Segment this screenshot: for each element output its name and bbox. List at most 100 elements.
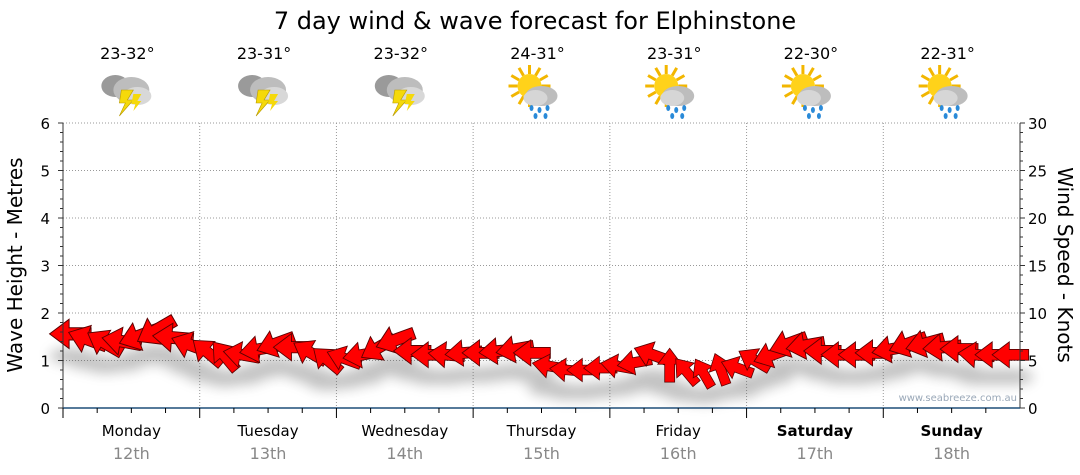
sun-ray — [654, 95, 662, 105]
rain-drop — [543, 113, 548, 119]
wind-arrow — [675, 358, 701, 388]
watermark: www.seabreeze.com.au — [899, 393, 1017, 404]
rain-drop — [682, 105, 687, 111]
y2-tick-label: 20 — [1028, 210, 1047, 228]
lightning-bolt — [119, 89, 135, 117]
sun-showers-icon — [918, 65, 968, 119]
sun-ray — [517, 95, 525, 105]
sun-ray — [534, 67, 542, 77]
rain-drop — [953, 113, 958, 119]
y-axis-label: Wave Height - Metres — [3, 157, 27, 372]
day-date-label: 14th — [386, 444, 423, 463]
rain-drop — [670, 113, 675, 119]
y2-tick-label: 30 — [1028, 115, 1047, 133]
rain-drop — [666, 105, 671, 111]
wind-arrow — [720, 355, 755, 380]
sun-showers-icon — [781, 65, 831, 119]
temperature-label: 23-31° — [237, 44, 292, 63]
sun-ray — [510, 74, 520, 82]
sun-ray — [670, 67, 679, 77]
day-date-label: 17th — [797, 444, 834, 463]
y-tick-label: 2 — [40, 305, 50, 323]
arrow-shadow — [989, 368, 1034, 385]
sun-ray — [510, 90, 520, 98]
day-name-label: Thursday — [506, 422, 577, 440]
temperature-label: 23-32° — [100, 44, 155, 63]
y2-tick-label: 0 — [1028, 400, 1038, 418]
rain-drop — [674, 107, 679, 113]
wind-arrow — [656, 347, 683, 383]
lightning-bolt — [404, 94, 415, 111]
day-date-label: 18th — [933, 444, 970, 463]
wind-arrow — [512, 338, 551, 367]
day-name-label: Tuesday — [237, 422, 299, 440]
lightning-bolt — [255, 89, 271, 117]
lightning-bolt — [268, 94, 279, 111]
sun-ray — [791, 95, 799, 105]
y2-tick-label: 25 — [1028, 163, 1047, 181]
sun-showers-icon — [508, 65, 558, 119]
day-name-label: Wednesday — [361, 422, 448, 440]
y2-tick-label: 15 — [1028, 258, 1047, 276]
sun-ray — [517, 67, 525, 77]
y-tick-label: 5 — [40, 163, 50, 181]
y-tick-label: 6 — [40, 115, 50, 133]
day-name-label: Friday — [655, 422, 701, 440]
rain-drop — [545, 105, 550, 111]
day-name-label: Monday — [102, 422, 161, 440]
y2-tick-label: 10 — [1028, 305, 1047, 323]
y-tick-label: 3 — [40, 258, 50, 276]
sun-ray — [944, 67, 952, 77]
sun-ray — [927, 67, 935, 77]
rain-drop — [533, 113, 538, 119]
day-date-label: 15th — [523, 444, 560, 463]
y2-axis-label: Wind Speed - Knots — [1053, 167, 1077, 363]
temperature-label: 22-31° — [920, 44, 975, 63]
day-date-label: 16th — [660, 444, 697, 463]
rain-drop — [810, 107, 815, 113]
rain-drop — [802, 105, 807, 111]
day-name-label: Sunday — [920, 422, 983, 440]
rain-drop — [943, 113, 948, 119]
sun-showers-icon — [645, 65, 695, 119]
y-tick-label: 4 — [40, 210, 50, 228]
day-date-label: 12th — [113, 444, 150, 463]
rain-drop — [955, 105, 960, 111]
y-tick-label: 0 — [40, 400, 50, 418]
temperature-label: 22-30° — [784, 44, 839, 63]
rain-drop — [529, 105, 534, 111]
rain-drop — [680, 113, 685, 119]
sun-ray — [783, 90, 794, 98]
sun-ray — [927, 95, 935, 105]
rain-drop — [816, 113, 821, 119]
sun-ray — [675, 74, 686, 82]
rain-drop — [806, 113, 811, 119]
day-name-label: Saturday — [777, 422, 854, 440]
sun-ray — [920, 74, 931, 82]
cloud-shape — [796, 90, 821, 106]
chart-title: 7 day wind & wave forecast for Elphinsto… — [274, 7, 796, 35]
lightning-bolt — [392, 89, 408, 117]
temperature-label: 24-31° — [510, 44, 565, 63]
wind-arrow — [991, 341, 1030, 369]
temperature-label: 23-32° — [374, 44, 429, 63]
sun-ray — [920, 90, 931, 98]
sun-ray — [812, 74, 822, 82]
day-date-label: 13th — [250, 444, 287, 463]
thunderstorm-icon — [374, 75, 425, 117]
rain-drop — [939, 105, 944, 111]
lightning-bolt — [131, 94, 142, 111]
cloud-shape — [660, 90, 685, 106]
y-tick-label: 1 — [40, 353, 50, 371]
thunderstorm-icon — [101, 75, 152, 117]
sun-ray — [949, 74, 959, 82]
sun-ray — [539, 74, 549, 82]
sun-ray — [647, 74, 657, 82]
temperature-label: 23-31° — [647, 44, 702, 63]
thunderstorm-icon — [238, 75, 289, 117]
sun-ray — [647, 90, 657, 98]
y2-tick-label: 5 — [1028, 353, 1038, 371]
wind-arrow — [692, 358, 716, 390]
